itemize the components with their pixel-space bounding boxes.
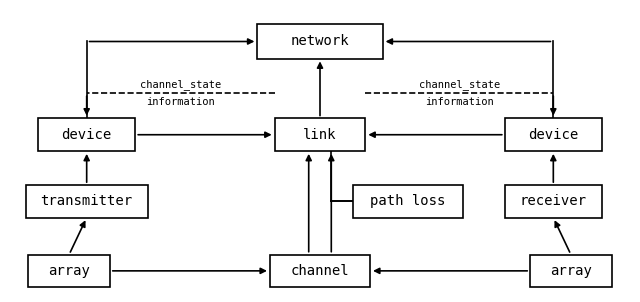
Text: array: array [48, 264, 90, 278]
FancyBboxPatch shape [505, 118, 602, 151]
FancyBboxPatch shape [28, 255, 110, 287]
FancyBboxPatch shape [26, 185, 148, 217]
Text: channel_state: channel_state [140, 79, 221, 90]
Text: array: array [550, 264, 592, 278]
Text: transmitter: transmitter [40, 194, 132, 208]
Text: link: link [303, 128, 337, 142]
Text: receiver: receiver [520, 194, 587, 208]
FancyBboxPatch shape [353, 185, 463, 217]
FancyBboxPatch shape [38, 118, 135, 151]
Text: channel: channel [291, 264, 349, 278]
FancyBboxPatch shape [270, 255, 370, 287]
Text: path loss: path loss [370, 194, 445, 208]
Text: information: information [425, 97, 494, 107]
FancyBboxPatch shape [505, 185, 602, 217]
Text: channel_state: channel_state [419, 79, 500, 90]
FancyBboxPatch shape [275, 118, 365, 151]
Text: device: device [61, 128, 112, 142]
FancyBboxPatch shape [257, 24, 383, 59]
Text: information: information [146, 97, 215, 107]
FancyBboxPatch shape [530, 255, 612, 287]
Text: network: network [291, 34, 349, 49]
Text: device: device [528, 128, 579, 142]
